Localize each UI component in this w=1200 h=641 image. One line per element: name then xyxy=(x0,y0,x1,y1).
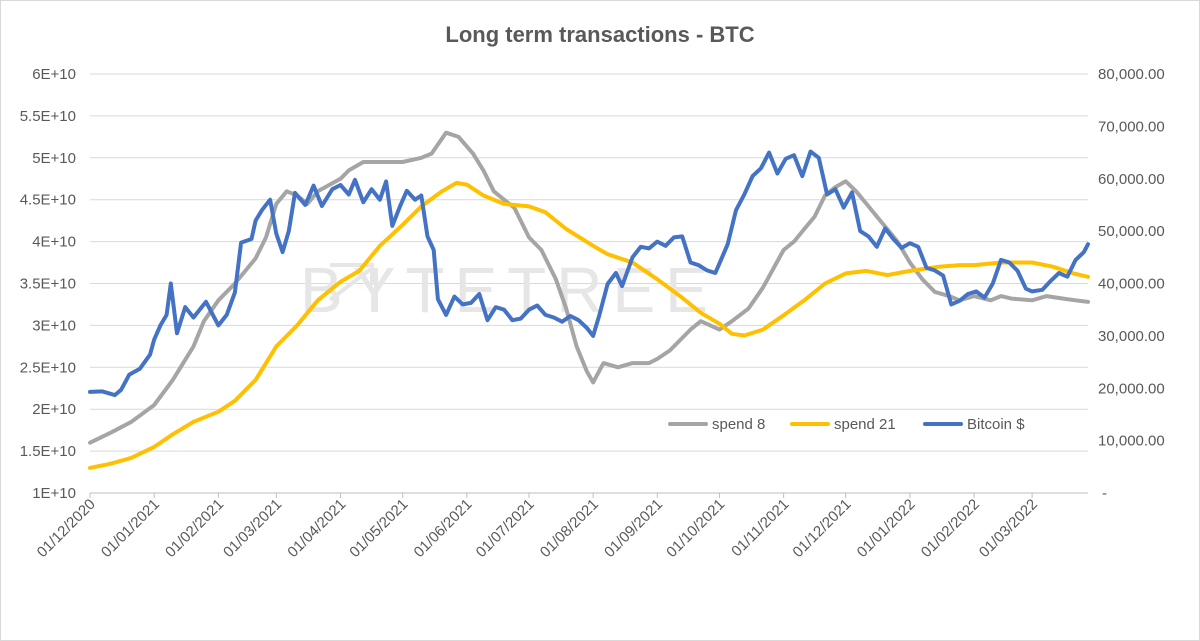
right-tick-label: 30,000.00 xyxy=(1098,328,1165,345)
right-tick-label: 40,000.00 xyxy=(1098,276,1165,293)
right-tick-label: 80,000.00 xyxy=(1098,66,1165,83)
series-line-spend-21 xyxy=(88,180,1090,470)
series-line-spend-8 xyxy=(88,130,1090,445)
left-tick-label: 5E+10 xyxy=(32,150,76,167)
watermark-logo-icon xyxy=(328,263,378,312)
series-line-bitcoin xyxy=(88,149,1090,398)
right-tick-label: 10,000.00 xyxy=(1098,433,1165,450)
right-tick-label: 70,000.00 xyxy=(1098,118,1165,135)
right-tick-label: - xyxy=(1102,485,1107,502)
right-tick-label: 20,000.00 xyxy=(1098,380,1165,397)
left-tick-label: 1E+10 xyxy=(32,485,76,502)
left-tick-label: 3E+10 xyxy=(32,317,76,334)
legend-label: spend 8 xyxy=(712,416,765,433)
legend-label: spend 21 xyxy=(834,416,896,433)
left-tick-label: 4E+10 xyxy=(32,234,76,251)
right-tick-label: 60,000.00 xyxy=(1098,171,1165,188)
legend-label: Bitcoin $ xyxy=(967,416,1025,433)
left-tick-label: 3.5E+10 xyxy=(20,276,76,293)
left-tick-label: 2E+10 xyxy=(32,401,76,418)
left-axis: 1E+10 1.5E+10 2E+10 2.5E+10 3E+10 3.5E+10 4E+1… xyxy=(20,66,76,502)
gridlines xyxy=(90,73,1088,494)
right-axis: - 10,000.00 20,000.00 30,000.00 40,000.00 50,… xyxy=(1098,66,1165,502)
left-tick-label: 1.5E+10 xyxy=(20,443,76,460)
left-tick-label: 4.5E+10 xyxy=(20,192,76,209)
left-tick-label: 6E+10 xyxy=(32,66,76,83)
right-tick-label: 50,000.00 xyxy=(1098,223,1165,240)
legend: spend 8 spend 21 Bitcoin $ xyxy=(668,416,1025,433)
left-tick-label: 5.5E+10 xyxy=(20,108,76,125)
chart-title: Long term transactions - BTC xyxy=(445,22,754,47)
left-tick-label: 2.5E+10 xyxy=(20,359,76,376)
series-layer xyxy=(88,130,1090,470)
